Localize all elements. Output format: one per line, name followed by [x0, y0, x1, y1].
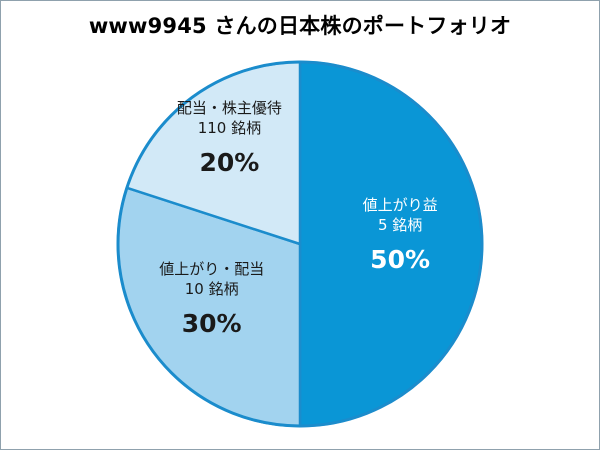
pie-slice-1: [298, 60, 484, 428]
pie-labels: 値上がり益 5 銘柄 50% 値上がり・配当 10 銘柄 30% 配当・株主優待 110 銘柄…: [159, 99, 437, 338]
slice-count-3: 110 銘柄: [198, 119, 261, 137]
slice-value-3: 20%: [199, 148, 259, 177]
slice-value-2: 30%: [182, 309, 242, 338]
slice-count-2: 10 銘柄: [185, 280, 239, 298]
slice-count-1: 5 銘柄: [378, 216, 422, 234]
pie-outline: [116, 60, 484, 428]
slice-label-3: 配当・株主優待: [177, 99, 282, 117]
slice-value-1: 50%: [370, 245, 430, 274]
pie-slices: [116, 60, 484, 428]
slice-label-2: 値上がり・配当: [159, 260, 264, 278]
slice-label-1: 値上がり益: [363, 196, 438, 214]
chart-title: www9945 さんの日本株のポートフォリオ: [88, 14, 512, 38]
